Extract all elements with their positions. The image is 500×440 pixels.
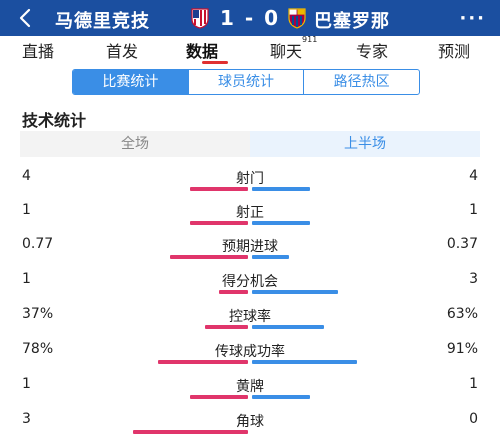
chat-count-badge: 911 bbox=[302, 35, 318, 44]
section-title: 技术统计 bbox=[22, 111, 87, 130]
stat-row-yellow-cards: 1 黄牌 1 bbox=[0, 376, 500, 410]
stat-away-value: 0.37 bbox=[446, 236, 478, 252]
away-bar bbox=[252, 290, 338, 294]
more-menu-icon[interactable]: ··· bbox=[459, 8, 486, 29]
tab-experts[interactable]: 专家 bbox=[356, 42, 389, 61]
stat-label: 得分机会 bbox=[222, 274, 278, 290]
tab-lineup[interactable]: 首发 bbox=[106, 42, 139, 61]
stat-row-pass-accuracy: 78% 传球成功率 91% bbox=[0, 341, 500, 375]
stat-row-corners: 3 角球 0 bbox=[0, 411, 500, 440]
stat-away-value: 63% bbox=[446, 306, 478, 322]
segment-player-stats[interactable]: 球员统计 bbox=[189, 70, 305, 94]
stat-home-value: 4 bbox=[22, 168, 31, 184]
match-tabs: 直播 首发 数据 聊天 911 专家 预测 bbox=[0, 35, 500, 64]
home-bar bbox=[170, 255, 248, 259]
away-bar bbox=[252, 325, 324, 329]
back-arrow-icon[interactable] bbox=[14, 6, 38, 30]
stat-home-value: 1 bbox=[22, 271, 31, 287]
stat-away-value: 91% bbox=[446, 341, 478, 357]
home-bar bbox=[133, 430, 248, 434]
segment-match-stats[interactable]: 比赛统计 bbox=[73, 70, 189, 94]
home-bar bbox=[219, 290, 248, 294]
stat-label: 预期进球 bbox=[222, 239, 278, 255]
stat-away-value: 1 bbox=[469, 376, 478, 392]
stat-row-shots-on-target: 1 射正 1 bbox=[0, 202, 500, 236]
stat-row-chances: 1 得分机会 3 bbox=[0, 271, 500, 305]
away-bar bbox=[252, 395, 310, 399]
tab-live[interactable]: 直播 bbox=[22, 42, 55, 61]
tab-chat-label: 聊天 bbox=[270, 42, 303, 61]
stat-row-expected-goals: 0.77 预期进球 0.37 bbox=[0, 236, 500, 270]
stat-away-value: 4 bbox=[469, 168, 478, 184]
stat-label: 射门 bbox=[236, 171, 264, 187]
period-first-half[interactable]: 上半场 bbox=[250, 131, 480, 157]
stat-row-shots: 4 射门 4 bbox=[0, 168, 500, 202]
away-bar bbox=[252, 360, 357, 364]
stats-type-switch: 比赛统计 球员统计 路径热区 bbox=[72, 69, 420, 95]
stat-row-possession: 37% 控球率 63% bbox=[0, 306, 500, 340]
tab-prediction[interactable]: 预测 bbox=[438, 42, 471, 61]
home-team-name[interactable]: 马德里竞技 bbox=[55, 11, 150, 32]
tab-chat[interactable]: 聊天 911 bbox=[270, 35, 317, 62]
match-score: 1 - 0 bbox=[219, 6, 281, 30]
away-bar bbox=[252, 255, 289, 259]
home-bar bbox=[205, 325, 248, 329]
stat-home-value: 1 bbox=[22, 202, 31, 218]
stat-home-value: 3 bbox=[22, 411, 31, 427]
stat-home-value: 1 bbox=[22, 376, 31, 392]
barcelona-crest-icon bbox=[287, 7, 307, 29]
home-bar bbox=[158, 360, 248, 364]
stat-label: 角球 bbox=[236, 414, 264, 430]
stat-away-value: 0 bbox=[469, 411, 478, 427]
away-bar bbox=[252, 221, 310, 225]
tab-stats[interactable]: 数据 bbox=[186, 42, 219, 61]
stat-home-value: 0.77 bbox=[22, 236, 54, 252]
stat-home-value: 37% bbox=[22, 306, 54, 322]
stat-label: 传球成功率 bbox=[215, 344, 285, 360]
stat-label: 黄牌 bbox=[236, 379, 264, 395]
home-bar bbox=[190, 395, 248, 399]
home-bar bbox=[190, 187, 248, 191]
stat-home-value: 78% bbox=[22, 341, 54, 357]
match-header: 马德里竞技 1 - 0 巴塞罗那 ··· bbox=[0, 0, 500, 36]
atletico-crest-icon bbox=[190, 7, 210, 29]
home-bar bbox=[190, 221, 248, 225]
active-tab-indicator bbox=[202, 61, 228, 64]
period-switch: 全场 上半场 bbox=[20, 131, 480, 157]
stat-label: 射正 bbox=[236, 205, 264, 221]
stat-away-value: 1 bbox=[469, 202, 478, 218]
stat-label: 控球率 bbox=[229, 309, 271, 325]
segment-heatmap[interactable]: 路径热区 bbox=[333, 74, 390, 90]
period-full-match[interactable]: 全场 bbox=[20, 131, 250, 157]
away-bar bbox=[252, 187, 310, 191]
stat-away-value: 3 bbox=[469, 271, 478, 287]
away-team-name[interactable]: 巴塞罗那 bbox=[314, 11, 390, 32]
